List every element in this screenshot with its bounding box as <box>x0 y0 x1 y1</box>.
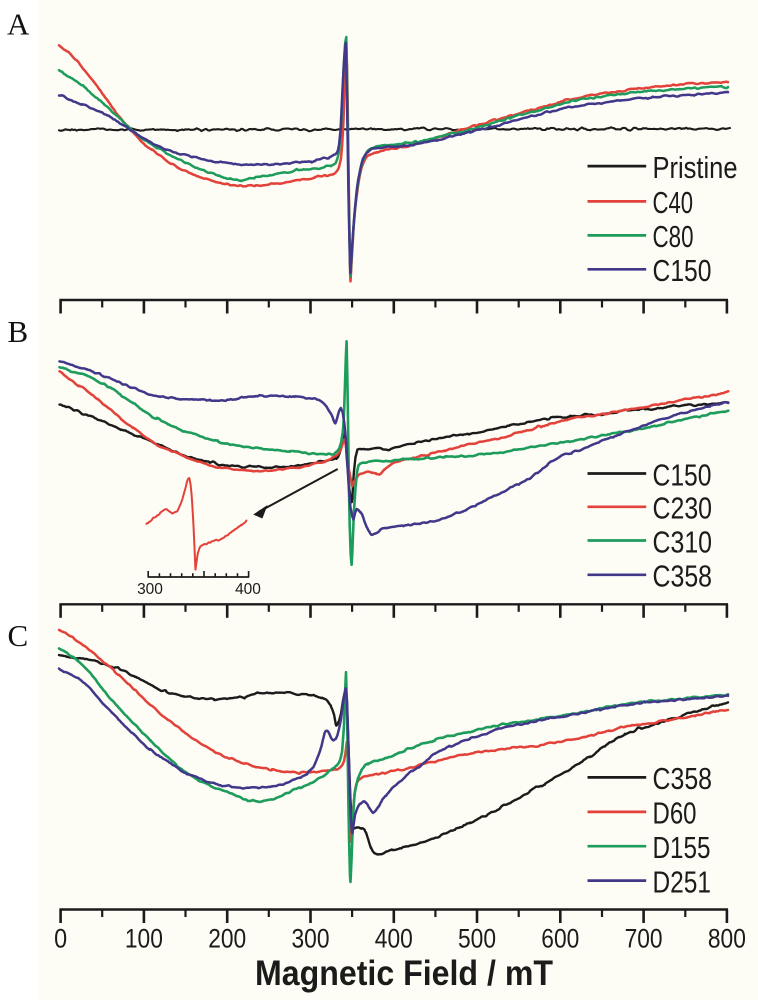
svg-text:C358: C358 <box>653 761 713 796</box>
svg-text:D155: D155 <box>653 830 711 865</box>
svg-text:A: A <box>7 7 30 42</box>
svg-text:Pristine: Pristine <box>653 150 738 185</box>
svg-text:800: 800 <box>708 924 746 954</box>
svg-text:C358: C358 <box>653 559 713 594</box>
svg-text:Magnetic Field / mT: Magnetic Field / mT <box>255 954 553 993</box>
svg-text:300: 300 <box>292 924 330 954</box>
svg-text:400: 400 <box>375 924 413 954</box>
svg-text:200: 200 <box>208 924 246 954</box>
svg-text:B: B <box>8 314 29 349</box>
svg-text:700: 700 <box>625 924 663 954</box>
svg-text:C80: C80 <box>653 219 694 254</box>
svg-text:C40: C40 <box>653 185 694 220</box>
svg-text:0: 0 <box>54 924 67 954</box>
svg-text:400: 400 <box>235 581 261 598</box>
svg-text:D251: D251 <box>653 864 712 899</box>
svg-text:C230: C230 <box>653 491 713 526</box>
svg-text:600: 600 <box>541 924 579 954</box>
svg-text:100: 100 <box>125 924 163 954</box>
svg-text:C150: C150 <box>653 253 712 288</box>
svg-text:C: C <box>8 618 29 653</box>
svg-text:D60: D60 <box>653 796 697 831</box>
svg-text:500: 500 <box>458 924 496 954</box>
svg-text:300: 300 <box>137 581 163 598</box>
svg-text:C310: C310 <box>653 524 713 559</box>
svg-text:C150: C150 <box>653 457 712 492</box>
